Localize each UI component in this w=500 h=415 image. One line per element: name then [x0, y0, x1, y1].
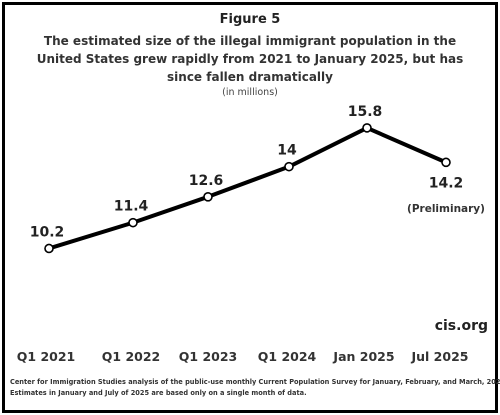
data-label: 10.2 — [30, 224, 65, 240]
data-label: 12.6 — [189, 173, 224, 189]
preliminary-annotation: (Preliminary) — [407, 203, 485, 215]
x-tick-label: Jan 2025 — [332, 349, 394, 364]
data-point — [284, 161, 294, 172]
figure-label: Figure 5 — [220, 12, 281, 27]
chart-title-line-2: United States grew rapidly from 2021 to … — [37, 52, 463, 66]
x-axis-ticks: Q1 2021 Q1 2022 Q1 2023 Q1 2024 Jan 2025 Jul … — [17, 349, 469, 364]
chart-units: (in millions) — [222, 87, 278, 98]
x-tick-label: Q1 2021 — [17, 349, 75, 364]
brand-url: cis.org — [435, 318, 488, 334]
chart-marks: 10.2 11.4 12.6 14 15.8 14.2 — [30, 104, 464, 254]
data-label: 11.4 — [114, 199, 149, 215]
x-tick-label: Q1 2022 — [102, 349, 160, 364]
data-point — [128, 217, 138, 228]
series-line — [48, 125, 447, 251]
source-note-line-1: Center for Immigration Studies analysis … — [10, 378, 500, 386]
data-label: 14.2 — [429, 175, 464, 191]
x-tick-label: Jul 2025 — [411, 349, 469, 364]
source-note-line-2: Estimates in January and July of 2025 ar… — [10, 389, 307, 397]
data-label: 15.8 — [348, 104, 383, 120]
data-point — [362, 123, 372, 133]
data-point — [44, 243, 54, 254]
data-point — [441, 157, 451, 168]
chart-title-line-3: since fallen dramatically — [167, 70, 333, 84]
data-point — [203, 192, 213, 202]
data-label: 14 — [277, 143, 297, 159]
x-tick-label: Q1 2024 — [258, 349, 317, 364]
chart-title-line-1: The estimated size of the illegal immigr… — [44, 34, 456, 48]
x-tick-label: Q1 2023 — [179, 349, 237, 364]
